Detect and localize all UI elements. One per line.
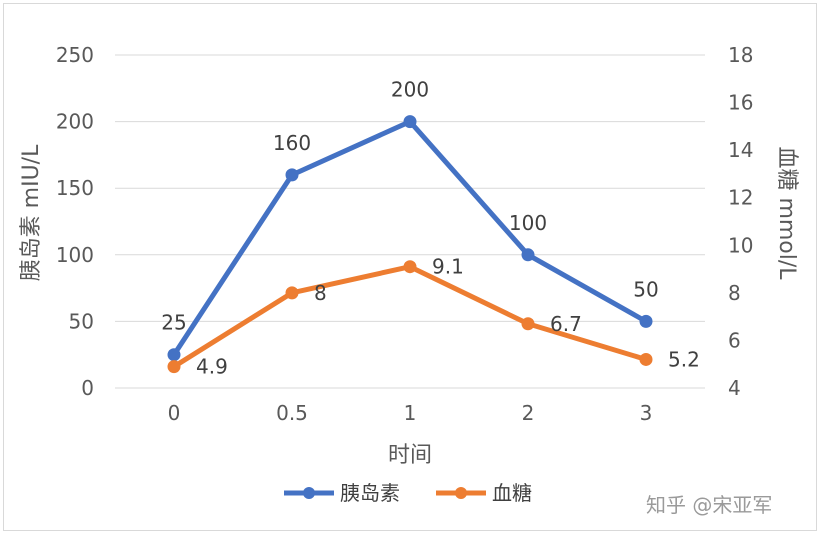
- legend-marker-insulin: [303, 487, 315, 499]
- data-point: [285, 286, 299, 300]
- data-point: [167, 348, 181, 362]
- legend-label-insulin: 胰岛素: [340, 481, 400, 505]
- watermark: 知乎 @宋亚军: [646, 493, 772, 517]
- y-tick-label: 250: [56, 43, 94, 67]
- y2-tick-label: 6: [728, 328, 741, 352]
- x-tick-label: 3: [640, 401, 653, 425]
- y2-tick-label: 14: [728, 138, 753, 162]
- x-tick-label: 1: [404, 401, 417, 425]
- x-tick-label: 0: [168, 401, 181, 425]
- data-point: [521, 248, 535, 262]
- data-label: 6.7: [550, 312, 582, 336]
- data-label: 200: [391, 78, 429, 102]
- data-label: 4.9: [196, 355, 228, 379]
- data-label: 9.1: [432, 255, 464, 279]
- data-point: [521, 317, 535, 331]
- right-axis-ticks: 4 6 8 10 12 14 16 18: [728, 43, 753, 400]
- y2-tick-label: 16: [728, 91, 753, 115]
- y2-axis-title: 血糖 mmol/L: [774, 146, 799, 280]
- data-point: [285, 168, 299, 182]
- legend-label-glucose: 血糖: [492, 481, 532, 505]
- y-tick-label: 0: [81, 376, 94, 400]
- y-tick-label: 50: [69, 309, 94, 333]
- y2-tick-label: 12: [728, 186, 753, 210]
- data-label: 8: [314, 281, 327, 305]
- left-axis-ticks: 0 50 100 150 200 250: [56, 43, 94, 400]
- series-group: [167, 115, 653, 374]
- data-label: 25: [161, 311, 186, 335]
- data-label: 100: [509, 211, 547, 235]
- y-axis-title: 胰岛素 mIU/L: [19, 144, 44, 281]
- data-label: 5.2: [668, 347, 700, 371]
- gridlines: [115, 54, 705, 389]
- data-point: [167, 360, 181, 374]
- x-tick-label: 0.5: [276, 401, 308, 425]
- data-label: 160: [273, 131, 311, 155]
- legend: 胰岛素 血糖: [284, 481, 532, 505]
- data-point: [403, 260, 417, 274]
- y-tick-label: 100: [56, 243, 94, 267]
- y2-tick-label: 4: [728, 376, 741, 400]
- data-label: 50: [633, 277, 658, 301]
- data-point: [639, 352, 653, 366]
- data-point: [403, 115, 417, 129]
- x-tick-label: 2: [522, 401, 535, 425]
- y2-tick-label: 8: [728, 281, 741, 305]
- x-axis-title: 时间: [388, 443, 432, 468]
- x-axis-ticks: 0 0.5 1 2 3: [168, 401, 653, 425]
- y-tick-label: 150: [56, 176, 94, 200]
- legend-marker-glucose: [455, 487, 467, 499]
- y-tick-label: 200: [56, 110, 94, 134]
- data-point: [639, 314, 653, 328]
- data-labels: 25 160 200 100 50 4.9 8 9.1 6.7 5.2: [161, 78, 700, 379]
- y2-tick-label: 10: [728, 233, 753, 257]
- y2-tick-label: 18: [728, 43, 753, 67]
